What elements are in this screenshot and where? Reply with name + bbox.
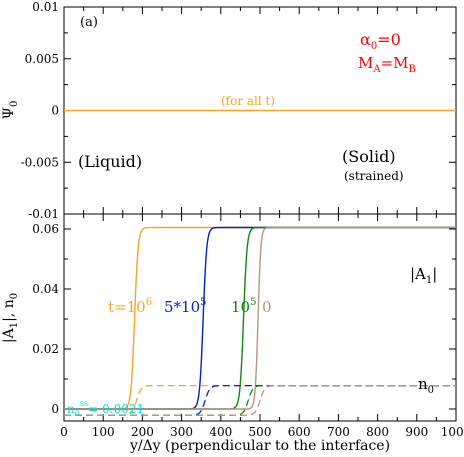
bottom-x-tick-label: 400 (209, 425, 232, 439)
density-curves (64, 384, 456, 416)
top-y-axis-label: Ψ0 (1, 101, 20, 120)
bottom-y-tick-label: 0.06 (32, 222, 59, 236)
solid-label: (Solid) (342, 147, 396, 166)
bottom-y-ticks: 0 0.02 0.04 0.06 (32, 222, 456, 416)
bottom-y-tick-label: 0.04 (32, 282, 59, 296)
liquid-label: (Liquid) (78, 152, 142, 171)
bottom-x-ticks: 0 100 200 300 400 500 600 700 800 900 1000 (60, 214, 464, 439)
bottom-y-axis-label: |A1|, n0 (1, 293, 20, 343)
bottom-x-tick-label: 200 (131, 425, 154, 439)
bottom-y-tick-label: 0.02 (32, 342, 59, 356)
top-y-tick-label: 0.005 (25, 52, 59, 66)
bottom-panel: 0 0.02 0.04 0.06 0 100 200 300 400 500 600 700 800 9… (1, 213, 464, 454)
bottom-x-tick-label: 500 (249, 425, 272, 439)
panel-label: (a) (80, 15, 98, 30)
strained-label: (strained) (344, 169, 404, 183)
bottom-x-tick-label: 600 (288, 425, 311, 439)
top-y-tick-label: 0 (51, 104, 59, 118)
label-t-5e5: 5*105 (164, 297, 207, 316)
x-axis-label: y/Δy (perpendicular to the interface) (129, 438, 390, 454)
bottom-plot-frame (63, 213, 457, 422)
a1-end-label: |A1| (410, 265, 437, 286)
bottom-y-tick-label: 0 (51, 402, 59, 416)
bottom-x-tick-label: 900 (405, 425, 428, 439)
bottom-x-tick-label: 1000 (441, 425, 464, 439)
mass-annotation: MA=MB (358, 54, 416, 75)
n0-end-label: n0 (418, 375, 434, 396)
top-panel: -0.01 -0.005 0 0.005 0.01 (a) α0=0 MA=MB (fo… (1, 0, 457, 221)
top-x-ticks (63, 7, 457, 214)
n0-ss-label: n0ss=-0.0021 (67, 399, 144, 418)
top-y-tick-label: 0.01 (32, 0, 59, 14)
bottom-x-tick-label: 100 (92, 425, 115, 439)
label-t-1e5: 105 (231, 297, 256, 316)
density-curve (64, 384, 456, 416)
top-y-tick-label: -0.005 (21, 155, 59, 169)
label-t-0: 0 (262, 298, 272, 316)
top-y-tick-label: -0.01 (28, 207, 59, 221)
amplitude-curves (64, 226, 456, 410)
bottom-x-tick-label: 700 (327, 425, 350, 439)
bottom-x-tick-label: 0 (60, 425, 68, 439)
bottom-x-tick-label: 300 (170, 425, 193, 439)
alpha-annotation: α0=0 (360, 30, 401, 52)
label-t-1e6: t=106 (108, 297, 152, 316)
bottom-x-tick-label: 800 (366, 425, 389, 439)
for-all-t-label: (for all t) (221, 94, 275, 108)
amplitude-curve (64, 226, 456, 410)
